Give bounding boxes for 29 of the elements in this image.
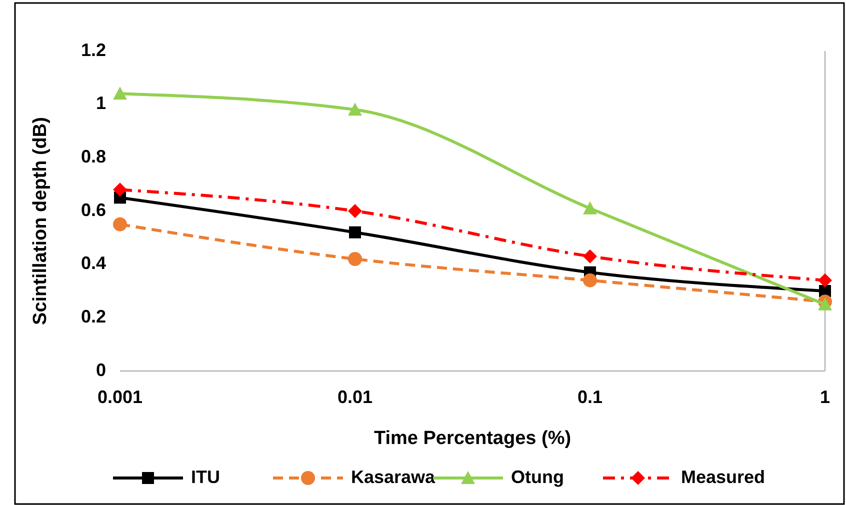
legend-label: ITU	[191, 466, 220, 487]
y-tick-label: 0	[96, 360, 106, 380]
point	[113, 86, 127, 100]
legend-label: Otung	[511, 466, 564, 487]
x-tick-label: 0.1	[577, 387, 603, 407]
point	[583, 273, 597, 288]
point	[583, 249, 597, 264]
y-tick-label: 0.2	[80, 306, 106, 326]
point	[348, 204, 362, 218]
point	[818, 297, 832, 310]
x-tick-label: 0.01	[337, 387, 373, 407]
y-axis-title: Scintillation depth (dB)	[30, 117, 51, 325]
point	[113, 217, 127, 232]
point	[348, 252, 362, 266]
y-tick-label: 1	[96, 93, 106, 114]
point	[349, 226, 361, 238]
x-tick-label: 1	[820, 387, 830, 407]
y-tick-label: 1.2	[80, 40, 106, 60]
point	[113, 182, 127, 197]
y-tick-label: 0.8	[80, 146, 106, 166]
x-axis-title: Time Percentages (%)	[374, 428, 572, 449]
y-tick-label: 0.6	[80, 200, 106, 220]
point	[818, 273, 832, 288]
legend-label: Kasarawa	[351, 466, 436, 487]
point	[348, 102, 362, 116]
legend-label: Measured	[681, 466, 766, 487]
point	[583, 201, 597, 214]
x-tick-label: 0.001	[97, 387, 143, 407]
y-tick-label: 0.4	[80, 253, 106, 274]
